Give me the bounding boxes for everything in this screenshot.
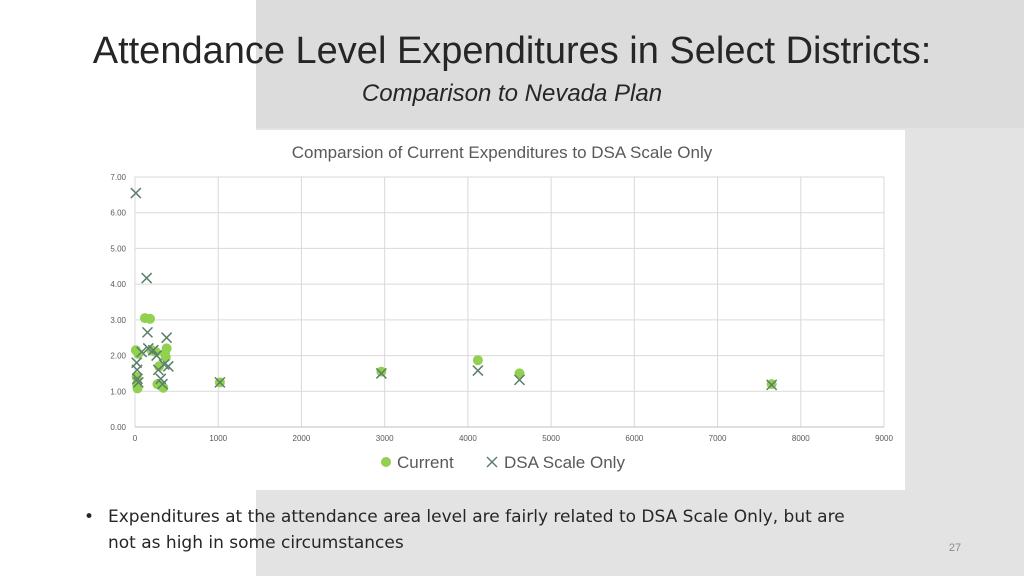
dsa-point <box>472 365 484 377</box>
background-panel-top <box>256 0 1024 128</box>
y-tick-label: 7.00 <box>110 173 126 182</box>
current-point <box>144 313 155 324</box>
dsa-point <box>161 332 173 344</box>
dsa-point <box>141 326 154 338</box>
bullet-symbol: • <box>84 507 95 527</box>
dsa-point <box>162 360 174 372</box>
dsa-point <box>766 379 778 391</box>
x-tick-label: 4000 <box>459 434 477 443</box>
x-tick-label: 8000 <box>792 434 810 443</box>
current-point <box>376 366 387 377</box>
current-point <box>472 355 483 366</box>
scatter-chart: Comparsion of Current Expenditures to DS… <box>110 143 893 472</box>
current-point <box>514 368 525 379</box>
legend-current-marker <box>381 457 391 467</box>
chart-marks <box>130 187 778 394</box>
x-tick-label: 6000 <box>625 434 643 443</box>
legend-current-label: Current <box>397 453 454 472</box>
x-tick-label: 3000 <box>376 434 394 443</box>
dsa-point <box>375 367 387 379</box>
dsa-point <box>513 374 526 386</box>
dsa-point <box>136 346 148 358</box>
y-tick-label: 2.00 <box>110 352 126 361</box>
chart-tick-labels: 0.00 1.00 2.00 3.00 4.00 5.00 6.00 7.00 0 1000 200… <box>110 173 893 443</box>
y-tick-label: 1.00 <box>110 387 126 396</box>
page-number: 27 <box>948 542 962 554</box>
x-tick-label: 7000 <box>709 434 727 443</box>
x-tick-label: 1000 <box>209 434 227 443</box>
bullet-text: Expenditures at the attendance area leve… <box>108 507 845 553</box>
dsa-point <box>214 376 226 388</box>
dsa-point <box>132 376 144 388</box>
x-tick-label: 9000 <box>875 434 893 443</box>
x-tick-label: 2000 <box>293 434 311 443</box>
x-tick-label: 5000 <box>542 434 560 443</box>
dsa-point <box>151 350 163 362</box>
dsa-point <box>141 272 153 284</box>
dsa-point <box>131 364 143 376</box>
dsa-point <box>156 378 168 390</box>
y-tick-label: 4.00 <box>110 280 126 289</box>
current-point <box>160 352 171 363</box>
chart-title: Comparsion of Current Expenditures to DS… <box>292 143 713 162</box>
slide-subtitle: Comparison to Nevada Plan <box>361 80 663 107</box>
y-tick-label: 0.00 <box>110 423 126 432</box>
slide-title: Attendance Level Expenditures in Select … <box>92 30 932 72</box>
dsa-point <box>130 187 142 199</box>
dsa-point <box>147 344 159 356</box>
legend-dsa-marker <box>486 456 498 468</box>
x-tick-label: 0 <box>133 434 138 443</box>
chart-area: Comparsion of Current Expenditures to DS… <box>96 130 905 490</box>
y-tick-label: 6.00 <box>110 209 126 218</box>
current-point <box>161 343 172 354</box>
dsa-point <box>131 373 144 385</box>
y-tick-label: 3.00 <box>110 316 126 325</box>
chart-legend: Current DSA Scale Only <box>381 453 625 472</box>
chart-gridlines <box>134 176 885 428</box>
legend-dsa-label: DSA Scale Only <box>504 453 625 472</box>
current-point <box>133 348 144 359</box>
y-tick-label: 5.00 <box>110 244 126 253</box>
